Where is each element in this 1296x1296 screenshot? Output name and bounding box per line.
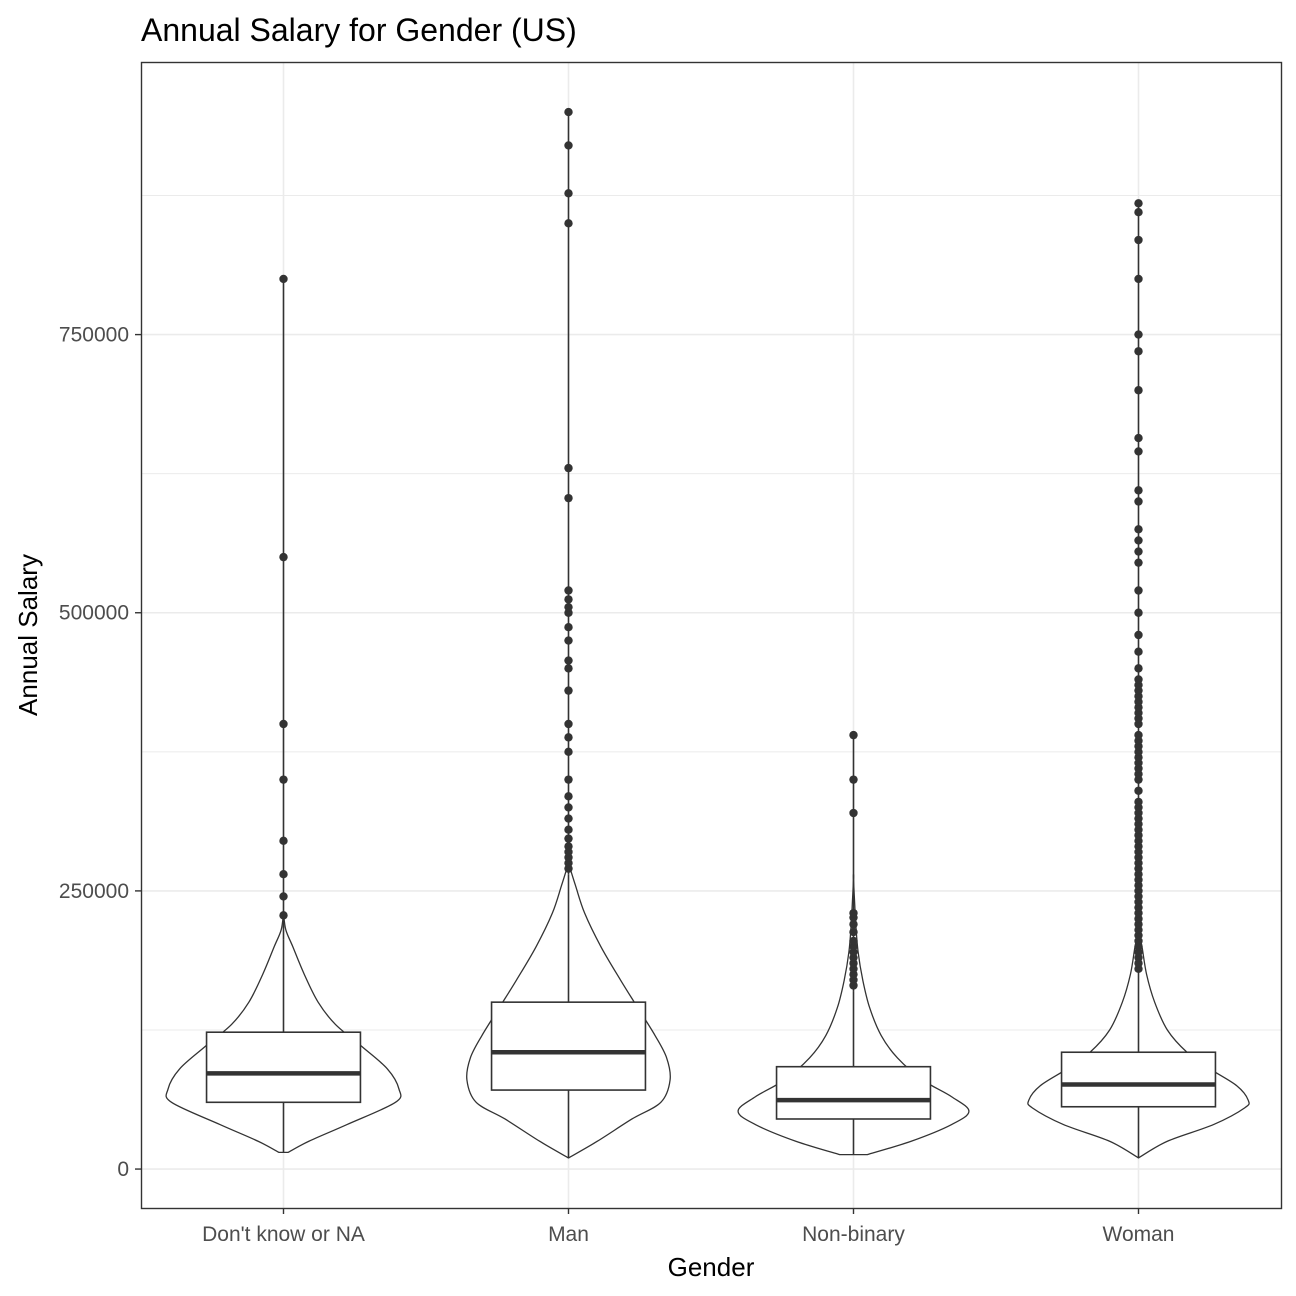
outlier-point [1134, 330, 1143, 339]
y-tick-label: 500000 [59, 602, 129, 625]
outlier-point [1134, 525, 1143, 534]
x-tick-label: Don't know or NA [202, 1223, 365, 1246]
outlier-point [564, 107, 573, 117]
outlier-point [849, 936, 858, 946]
y-tick-label: 0 [117, 1158, 129, 1181]
outlier-point [1134, 199, 1143, 208]
outlier-point [1134, 536, 1143, 545]
outlier-point [1134, 274, 1143, 284]
outlier-point [564, 664, 573, 673]
outlier-point [1134, 447, 1143, 456]
y-axis-title: Annual Salary [13, 554, 43, 716]
outlier-point [1134, 235, 1143, 245]
outlier-point [279, 274, 288, 284]
outlier-point [564, 733, 573, 742]
outlier-point [279, 836, 288, 846]
outlier-point [1134, 586, 1143, 595]
y-tick-label: 750000 [59, 324, 129, 347]
outlier-point [564, 493, 573, 503]
outlier-point [1134, 675, 1143, 684]
outlier-point [849, 920, 858, 929]
outlier-point [564, 623, 573, 632]
outlier-point [1134, 486, 1143, 495]
outlier-point [279, 552, 288, 562]
outlier-point [564, 656, 573, 665]
outlier-point [1134, 208, 1143, 217]
outlier-point [564, 586, 573, 595]
outlier-point [564, 814, 573, 823]
outlier-point [1134, 730, 1143, 740]
outlier-point [564, 219, 573, 228]
outlier-point [564, 595, 573, 604]
axes: 0 250000 500000 750000 Don't know or NA Man No… [59, 324, 1175, 1246]
outlier-point [279, 892, 288, 901]
outlier-point [1134, 558, 1143, 567]
outlier-point [1134, 386, 1143, 395]
outlier-point [849, 927, 858, 937]
x-tick-label: Non-binary [802, 1223, 905, 1246]
panel-border [140, 61, 1283, 1210]
outlier-point [849, 908, 858, 918]
box-0 [205, 1031, 362, 1104]
outlier-point [564, 636, 573, 645]
x-tick-label: Man [548, 1223, 589, 1246]
outlier-point [1134, 797, 1143, 807]
x-tick-label: Woman [1103, 1223, 1175, 1246]
outlier-point [849, 730, 858, 740]
outlier-point [564, 825, 573, 834]
outlier-point [1134, 786, 1143, 795]
outlier-point [1134, 497, 1143, 506]
outlier-point [564, 189, 573, 198]
outlier-point [564, 141, 573, 150]
y-tick-label: 250000 [59, 880, 129, 903]
outlier-point [279, 870, 288, 879]
outlier-point [564, 803, 573, 812]
outlier-point [564, 842, 573, 851]
box-3 [1060, 1051, 1217, 1108]
outlier-point [1134, 608, 1143, 617]
outlier-point [564, 747, 573, 757]
outlier-point [564, 686, 573, 695]
outlier-point [1134, 347, 1143, 356]
box-1 [490, 1001, 647, 1091]
outlier-point [564, 834, 573, 843]
outlier-point [564, 719, 573, 729]
outlier-point [279, 719, 288, 729]
outlier-point [1134, 630, 1143, 640]
outlier-point [564, 775, 573, 784]
outlier-point [849, 808, 858, 818]
outlier-point [1134, 547, 1143, 556]
outlier-point [279, 911, 288, 920]
outlier-point [279, 775, 288, 784]
outlier-point [849, 775, 858, 784]
outlier-point [564, 463, 573, 473]
chart-title: Annual Salary for Gender (US) [141, 12, 577, 48]
outlier-point [564, 602, 573, 612]
outlier-point [1134, 433, 1143, 443]
outlier-point [564, 792, 573, 801]
chart-marks [165, 107, 1250, 1159]
x-axis-title: Gender [668, 1252, 755, 1282]
outlier-point [1134, 664, 1143, 673]
box-2 [775, 1065, 932, 1120]
outlier-point [1134, 647, 1143, 656]
